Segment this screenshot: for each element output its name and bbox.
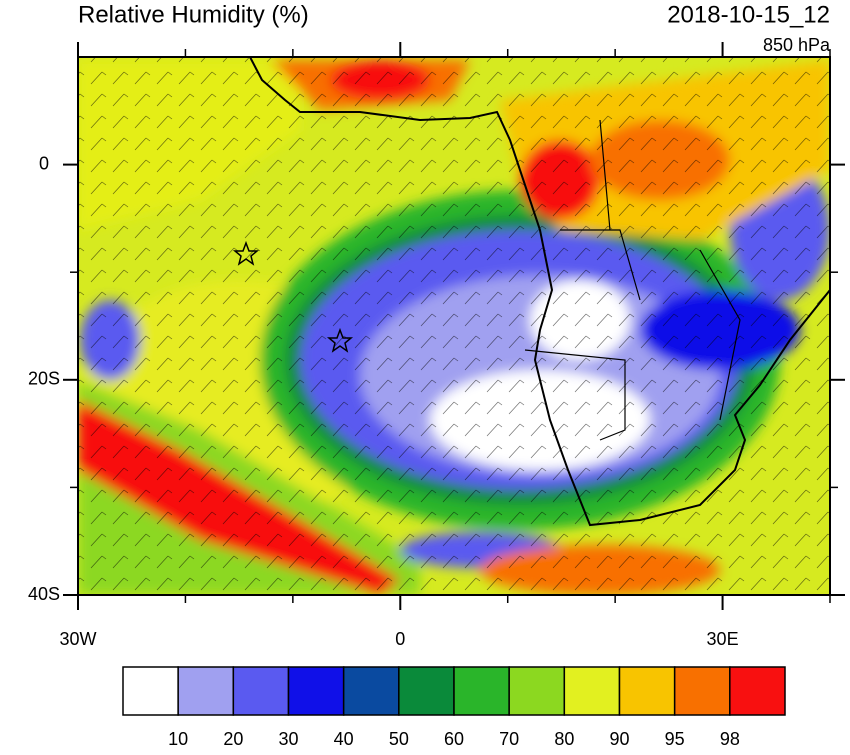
- color-box: [563, 666, 621, 716]
- colorbar-label: 40: [334, 729, 354, 749]
- color-box: [618, 666, 676, 716]
- colorbar-label: 20: [223, 729, 243, 749]
- color-box: [453, 666, 510, 716]
- color-box: [122, 666, 179, 716]
- colorbar-label: 10: [168, 729, 188, 749]
- y-tick-label: 0: [39, 153, 49, 173]
- x-tick-label: 30E: [707, 629, 739, 649]
- colorbar: 10 20 30 40 50 60 70 80 90 95 98: [122, 666, 786, 749]
- level: 850 hPa: [763, 35, 831, 55]
- colorbar-label: 30: [278, 729, 298, 749]
- colorbar-label: 98: [720, 729, 740, 749]
- humidity-field: [78, 57, 830, 595]
- colorbar-label: 60: [444, 729, 464, 749]
- color-box: [177, 666, 235, 716]
- color-box: [287, 666, 345, 716]
- colorbar-label: 50: [389, 729, 409, 749]
- colorbar-label: 70: [499, 729, 519, 749]
- valid-time: 2018-10-15_12: [667, 1, 830, 28]
- color-box: [342, 666, 400, 716]
- y-tick-label: 40S: [28, 584, 60, 604]
- y-tick-label: 20S: [28, 369, 60, 389]
- x-tick-label: 0: [395, 629, 405, 649]
- colorbar-label: 90: [609, 729, 629, 749]
- colorbar-label: 80: [554, 729, 574, 749]
- color-box: [232, 666, 290, 716]
- color-box: [729, 666, 786, 716]
- title: Relative Humidity (%): [78, 1, 309, 28]
- plot-frame: [77, 56, 831, 596]
- color-box: [673, 666, 731, 716]
- color-box: [508, 666, 566, 716]
- color-box: [398, 666, 455, 716]
- colorbar-label: 95: [665, 729, 685, 749]
- x-tick-label: 30W: [59, 629, 96, 649]
- axes: 30W 0 30E 0 20S 40S: [28, 42, 845, 649]
